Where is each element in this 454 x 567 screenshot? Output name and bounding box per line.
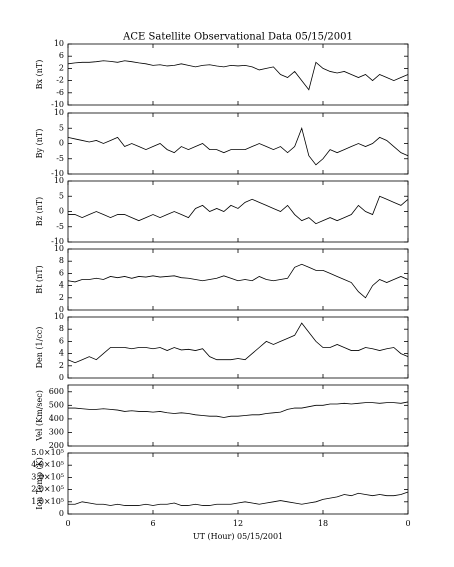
- data-line: [67, 322, 409, 364]
- y-tick-label: 8: [59, 324, 64, 333]
- y-axis-label: Bz (nT): [35, 197, 44, 226]
- data-line: [68, 491, 409, 506]
- y-tick-label: 200: [49, 441, 64, 450]
- y-tick-label: 10: [54, 39, 64, 48]
- data-line: [67, 126, 409, 166]
- y-tick-label: 0: [59, 305, 64, 314]
- y-tick-label: 1.0×10⁵: [31, 497, 64, 506]
- y-axis-label: Bt (nT): [35, 265, 44, 293]
- y-tick-label: 2.0×10⁵: [31, 485, 64, 494]
- data-line: [67, 60, 409, 91]
- y-tick-label: 300: [49, 427, 64, 436]
- x-tick-label: 18: [318, 519, 328, 528]
- y-tick-label: 600: [49, 387, 64, 396]
- y-tick-label: 10: [54, 176, 64, 185]
- y-tick-label: 10: [54, 312, 64, 321]
- data-line: [68, 401, 409, 418]
- y-tick-label: 2: [59, 361, 64, 370]
- y-tick-label: 4: [59, 349, 64, 358]
- y-axis-label: By (nT): [35, 129, 44, 159]
- data-line: [67, 263, 409, 299]
- y-tick-label: -10: [51, 169, 64, 178]
- y-tick-label: -6: [56, 88, 64, 97]
- y-tick-label: 10: [54, 108, 64, 117]
- y-tick-label: 8: [59, 256, 64, 265]
- data-line: [68, 195, 409, 225]
- y-tick-label: 10: [54, 244, 64, 253]
- y-tick-label: 6: [59, 336, 64, 345]
- y-tick-label: 0: [59, 509, 64, 518]
- y-tick-label: -10: [51, 237, 64, 246]
- x-tick-label: 0: [65, 519, 70, 528]
- y-tick-label: 5: [59, 191, 64, 200]
- y-tick-label: 2: [59, 293, 64, 302]
- y-tick-label: 4.0×10⁵: [31, 460, 64, 469]
- y-tick-label: 3.0×10⁵: [31, 472, 64, 481]
- x-tick-label: 12: [233, 519, 243, 528]
- y-tick-label: 5: [59, 123, 64, 132]
- y-tick-label: -5: [56, 154, 64, 163]
- x-tick-label: 0: [405, 519, 410, 528]
- y-tick-label: 0: [59, 207, 64, 216]
- y-tick-label: 2: [59, 63, 64, 72]
- y-tick-label: -10: [51, 100, 64, 109]
- y-tick-label: 0: [59, 139, 64, 148]
- y-tick-label: -2: [56, 76, 64, 85]
- y-tick-label: 5.0×10⁵: [31, 448, 64, 457]
- y-tick-label: 500: [49, 400, 64, 409]
- y-tick-label: 400: [49, 414, 64, 423]
- y-tick-label: 0: [59, 373, 64, 382]
- x-tick-label: 6: [150, 519, 155, 528]
- x-axis-label: UT (Hour) 05/15/2001: [193, 532, 283, 541]
- y-tick-label: 6: [59, 51, 64, 60]
- y-tick-label: -5: [56, 222, 64, 231]
- y-axis-label: Ion Temp (K): [35, 457, 44, 510]
- y-axis-label: Bx (nT): [35, 60, 44, 90]
- chart-title: ACE Satellite Observational Data 05/15/2…: [122, 32, 353, 43]
- y-tick-label: 6: [59, 268, 64, 277]
- y-axis-label: Den (1/cc): [35, 327, 44, 369]
- y-axis-label: Vel (Km/sec): [35, 390, 44, 442]
- y-tick-label: 4: [59, 281, 64, 290]
